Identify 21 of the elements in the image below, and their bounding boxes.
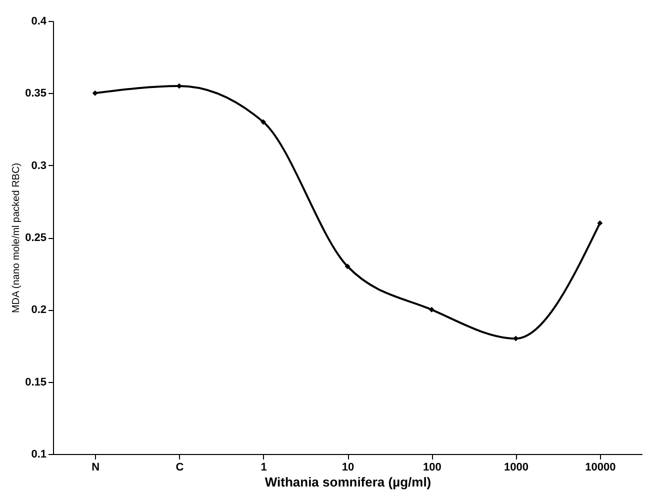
x-tick-label: 1000 bbox=[504, 462, 529, 474]
point bbox=[428, 306, 434, 312]
point bbox=[92, 90, 98, 96]
y-tick-label: 0.2 bbox=[31, 304, 46, 316]
point bbox=[260, 119, 266, 125]
y-tick-label: 0.25 bbox=[25, 232, 46, 244]
y-tick-label: 0.1 bbox=[31, 448, 46, 460]
x-tick-label: 10 bbox=[342, 462, 354, 474]
x-tick-label: 10000 bbox=[585, 462, 616, 474]
y-tick-label: 0.3 bbox=[31, 160, 46, 172]
x-tick-label: N bbox=[92, 462, 100, 474]
point bbox=[344, 264, 350, 270]
y-axis-title: MDA (nano mole/ml packed RBC) bbox=[11, 162, 22, 314]
point bbox=[597, 220, 603, 226]
x-axis-title: Withania somnifera (µg/ml) bbox=[264, 474, 432, 490]
y-tick-label: 0.4 bbox=[31, 16, 48, 28]
x-tick-label: 1 bbox=[260, 462, 267, 474]
x-tick-label: 100 bbox=[422, 462, 442, 474]
y-tick-label: 0.15 bbox=[25, 376, 46, 388]
x-tick-label: C bbox=[176, 462, 184, 474]
y-tick-label: 0.35 bbox=[25, 88, 46, 100]
